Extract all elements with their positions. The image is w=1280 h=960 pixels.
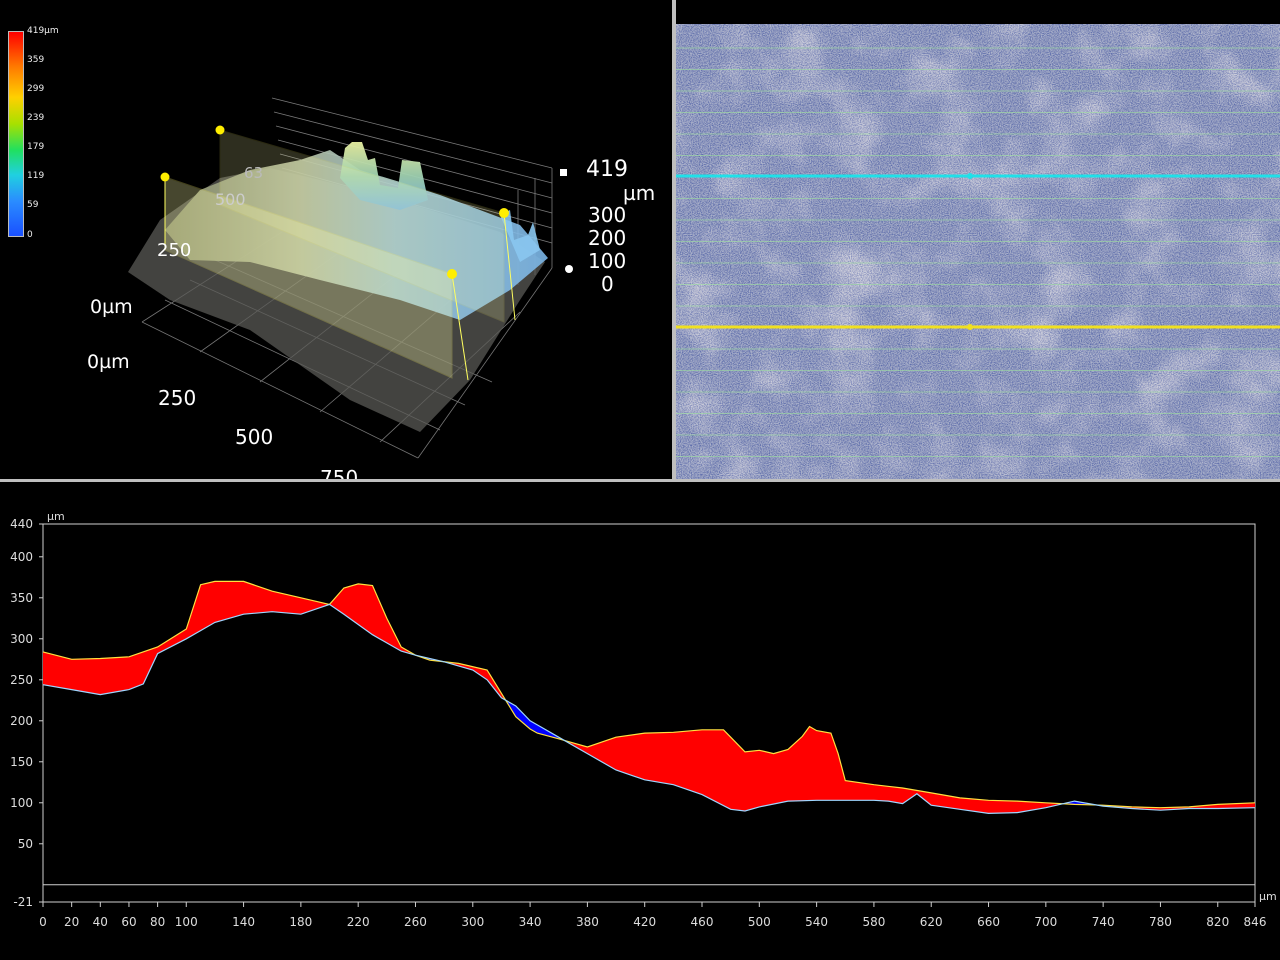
legend-tick: 299 bbox=[27, 84, 45, 94]
y-tick-label: -21 bbox=[13, 895, 33, 909]
legend-tick: 119 bbox=[27, 171, 45, 181]
profile-chart[interactable]: µm µm -21 50 100 150 200 250 300 350 400 440 0 20 40… bbox=[0, 482, 1280, 960]
x-tick-label: 340 bbox=[519, 915, 542, 929]
difference-fill-blue bbox=[505, 700, 565, 741]
x-tick-label: 40 bbox=[93, 915, 108, 929]
x-tick-label: 620 bbox=[920, 915, 943, 929]
x-tick-label: 380 bbox=[576, 915, 599, 929]
x-tick-label: 140 bbox=[232, 915, 255, 929]
x-tick-label: 740 bbox=[1092, 915, 1115, 929]
x-tick-label: 300 bbox=[461, 915, 484, 929]
y-tick-label: 200 bbox=[10, 714, 33, 728]
x-tick-label: 580 bbox=[862, 915, 885, 929]
x-tick-label: 460 bbox=[691, 915, 714, 929]
legend-tick: 359 bbox=[27, 55, 45, 65]
y-axis-tick: 63 bbox=[244, 164, 264, 182]
legend-tick: 239 bbox=[27, 113, 45, 123]
legend-tick: 179 bbox=[27, 142, 45, 152]
y-tick-label: 50 bbox=[18, 837, 33, 851]
scan-lines bbox=[676, 47, 1280, 457]
x-tick-label: 780 bbox=[1149, 915, 1172, 929]
y-axis-unit-label: µm bbox=[47, 510, 65, 523]
optical-image-view[interactable] bbox=[676, 0, 1280, 479]
x-tick-label: 60 bbox=[121, 915, 136, 929]
x-axis-tick: 500 bbox=[235, 425, 274, 449]
z-axis-max: 419 bbox=[586, 157, 628, 182]
section-plane-2 bbox=[219, 129, 505, 323]
y-tick-label: 300 bbox=[10, 632, 33, 646]
surface-peak bbox=[340, 142, 428, 210]
y-tick-label: 350 bbox=[10, 591, 33, 605]
plot-frame bbox=[42, 523, 1256, 903]
x-tick-label: 700 bbox=[1034, 915, 1057, 929]
x-tick-label: 660 bbox=[977, 915, 1000, 929]
x-tick-label: 80 bbox=[150, 915, 165, 929]
vertical-splitter[interactable] bbox=[672, 0, 676, 480]
y-tick-label: 150 bbox=[10, 755, 33, 769]
section-handle-icon bbox=[447, 269, 457, 279]
legend-tick: 0 bbox=[27, 230, 33, 240]
difference-fill-red bbox=[43, 581, 417, 695]
z-axis-tick: 100 bbox=[588, 249, 627, 273]
profile-line-cyan bbox=[42, 603, 1256, 815]
horizontal-splitter[interactable] bbox=[0, 479, 1280, 482]
z-axis-tick: 300 bbox=[588, 203, 627, 227]
z-axis-tick: 0 bbox=[601, 272, 614, 296]
y-axis-tick: 500 bbox=[215, 190, 246, 209]
legend-max-label: 419µm bbox=[27, 26, 59, 36]
profile-chart-panel: µm µm -21 50 100 150 200 250 300 350 400 440 0 20 40… bbox=[0, 482, 1280, 960]
3d-surface-view[interactable]: 419µm 359 299 239 179 119 59 0 bbox=[0, 0, 672, 479]
y-tick-label: 400 bbox=[10, 550, 33, 564]
y-tick-label: 250 bbox=[10, 673, 33, 687]
x-tick-label: 846 bbox=[1244, 915, 1267, 929]
height-color-scale bbox=[8, 31, 24, 237]
y-axis-tick: 250 bbox=[157, 240, 192, 261]
y-axis-tick: 0µm bbox=[90, 296, 133, 318]
x-tick-label: 20 bbox=[64, 915, 79, 929]
surface-peak bbox=[500, 210, 540, 262]
x-tick-label: 820 bbox=[1206, 915, 1229, 929]
z-min-marker-icon bbox=[565, 265, 573, 273]
difference-fill-red bbox=[564, 726, 1065, 814]
x-tick-label: 540 bbox=[805, 915, 828, 929]
profile-line-handle-icon bbox=[967, 173, 973, 179]
profile-line-yellow bbox=[42, 580, 1256, 809]
x-tick-label: 220 bbox=[347, 915, 370, 929]
z-axis-tick: 200 bbox=[588, 226, 627, 250]
profile-line-handle-icon bbox=[967, 324, 973, 330]
x-tick-label: 420 bbox=[633, 915, 656, 929]
x-axis-unit-label: µm bbox=[1259, 890, 1277, 903]
x-axis-tick: 750 bbox=[320, 466, 359, 479]
x-tick-label: 260 bbox=[404, 915, 427, 929]
x-tick-label: 100 bbox=[175, 915, 198, 929]
section-handle-icon bbox=[215, 125, 225, 135]
section-handle-icon bbox=[160, 172, 170, 182]
section-handle-icon bbox=[499, 208, 509, 218]
z-axis-unit: µm bbox=[623, 181, 656, 205]
optical-image bbox=[676, 24, 1280, 479]
x-axis-tick: 0µm bbox=[87, 351, 130, 373]
y-tick-label: 440 bbox=[10, 517, 33, 531]
legend-tick: 59 bbox=[27, 200, 39, 210]
x-tick-label: 0 bbox=[39, 915, 47, 929]
x-tick-label: 180 bbox=[289, 915, 312, 929]
z-max-marker-icon bbox=[560, 169, 567, 176]
x-axis-tick: 250 bbox=[158, 386, 197, 410]
x-tick-label: 500 bbox=[748, 915, 771, 929]
y-tick-label: 100 bbox=[10, 796, 33, 810]
3d-render bbox=[128, 97, 573, 459]
